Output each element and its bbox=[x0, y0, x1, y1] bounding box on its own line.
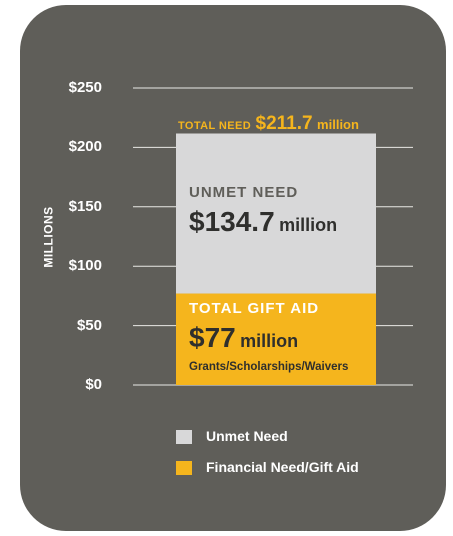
unmet-need-unit: million bbox=[279, 215, 338, 235]
y-tick-label-3: $150 bbox=[68, 197, 102, 215]
gift-aid-subtitle: Grants/Scholarships/Waivers bbox=[189, 361, 349, 373]
y-tick-label-4: $200 bbox=[68, 138, 102, 156]
gift-aid-unit: million bbox=[240, 331, 299, 351]
unmet-need-value-label: $134.7 million bbox=[189, 206, 337, 238]
y-tick-label-1: $50 bbox=[76, 316, 102, 334]
bar-segment-financial-need-gift-aid bbox=[176, 293, 376, 385]
legend-swatch-gift-aid bbox=[176, 461, 192, 475]
total-need-unit: million bbox=[317, 117, 359, 132]
total-need-value: $211.7 bbox=[255, 113, 313, 134]
y-axis-title: MILLIONS bbox=[41, 206, 56, 268]
y-tick-label-2: $100 bbox=[68, 257, 102, 275]
y-tick-label-0: $0 bbox=[85, 376, 102, 393]
total-need-label: TOTAL NEED $211.7 million bbox=[178, 113, 359, 135]
gift-aid-value-label: $77 million bbox=[189, 322, 298, 354]
y-tick-label-5: $250 bbox=[68, 79, 102, 96]
gift-aid-title: TOTAL GIFT AID bbox=[189, 300, 320, 317]
legend-label-gift-aid: Financial Need/Gift Aid bbox=[206, 459, 359, 475]
total-need-prefix: TOTAL NEED bbox=[178, 120, 252, 132]
legend-swatch-unmet-need bbox=[176, 430, 192, 444]
unmet-need-title: UNMET NEED bbox=[189, 184, 299, 201]
bar-segment-unmet-need bbox=[176, 133, 376, 294]
legend-label-unmet-need: Unmet Need bbox=[206, 428, 288, 444]
gift-aid-value: $77 bbox=[189, 322, 236, 353]
unmet-need-value: $134.7 bbox=[189, 206, 275, 237]
